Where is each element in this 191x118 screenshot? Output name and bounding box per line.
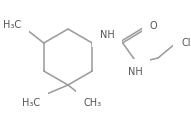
Text: NH: NH <box>128 67 142 77</box>
Text: Cl: Cl <box>181 38 190 48</box>
Text: CH₃: CH₃ <box>84 98 102 108</box>
Text: H₃C: H₃C <box>3 20 21 30</box>
Text: H₃C: H₃C <box>22 98 40 108</box>
Text: O: O <box>150 21 158 31</box>
Text: NH: NH <box>100 30 114 40</box>
